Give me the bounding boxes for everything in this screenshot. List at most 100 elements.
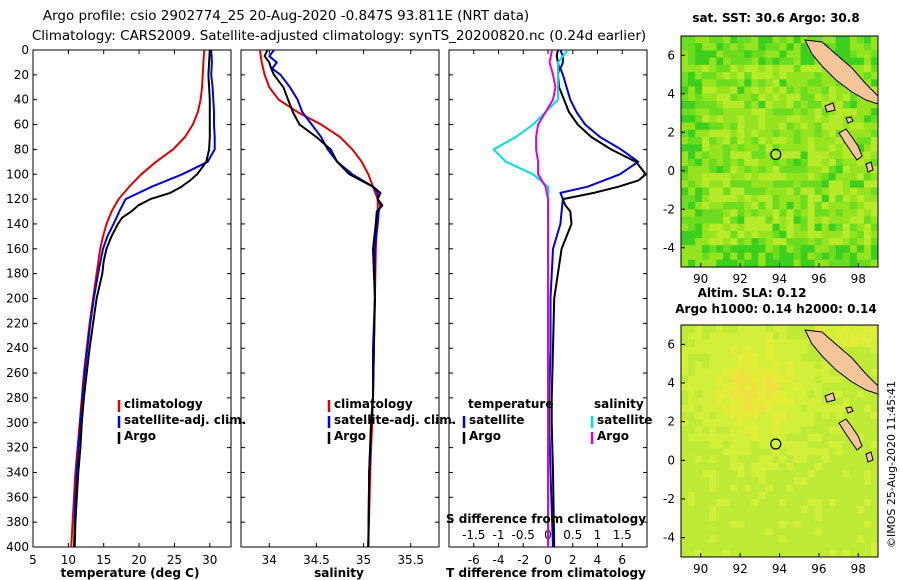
map-field-cell — [716, 383, 724, 391]
depth-tick-label: 340 — [6, 465, 29, 479]
map-field-cell — [863, 549, 872, 557]
map-field-cell — [765, 332, 773, 341]
map-field-cell — [716, 36, 724, 44]
map-field-cell — [688, 230, 696, 239]
map-field-cell — [695, 216, 703, 225]
map-field-cell — [821, 535, 830, 544]
map-field-cell — [871, 129, 878, 138]
map-field-cell — [835, 549, 844, 557]
map-field-cell — [856, 397, 865, 406]
map-field-cell — [835, 50, 844, 59]
map-field-cell — [709, 346, 717, 355]
map-field-cell — [758, 462, 766, 471]
map-field-cell — [765, 383, 773, 391]
map-field-cell — [856, 252, 865, 261]
map-field-cell — [702, 419, 710, 428]
map-field-cell — [681, 151, 689, 160]
map-field-cell — [856, 535, 865, 544]
map-field-cell — [793, 354, 802, 362]
map-field-cell — [793, 115, 802, 124]
map-field-cell — [779, 86, 788, 95]
map-field-cell — [723, 202, 731, 210]
map-field-cell — [758, 383, 766, 391]
series-line-argo — [263, 50, 384, 547]
map-field-cell — [807, 506, 816, 515]
map-field-cell — [730, 354, 738, 362]
map-field-cell — [730, 455, 738, 464]
map-field-cell — [744, 79, 752, 88]
map-field-cell — [786, 230, 795, 239]
map-field-cell — [681, 383, 689, 391]
map-field-cell — [821, 513, 830, 522]
map-field-cell — [737, 404, 745, 413]
map-field-cell — [871, 158, 878, 167]
map-field-cell — [821, 506, 830, 515]
map-field-cell — [779, 542, 788, 551]
map-field-cell — [849, 470, 858, 478]
map-field-cell — [800, 455, 809, 464]
map-field-cell — [688, 433, 696, 442]
map-field-cell — [758, 165, 766, 174]
map-field-cell — [821, 115, 830, 124]
map-field-cell — [800, 180, 809, 189]
map-field-cell — [716, 325, 724, 333]
map-field-cell — [702, 144, 710, 153]
map-field-cell — [793, 470, 802, 478]
map-field-cell — [800, 354, 809, 362]
map-field-cell — [856, 129, 865, 138]
map-field-cell — [702, 528, 710, 536]
map-field-cell — [828, 86, 837, 95]
map-field-cell — [702, 64, 710, 73]
map-field-cell — [723, 361, 731, 370]
map-field-cell — [737, 542, 745, 551]
legend-argo-label: Argo — [334, 429, 366, 443]
series-line-climatology — [70, 50, 206, 547]
map-field-cell — [871, 101, 878, 109]
map-field-cell — [730, 491, 738, 500]
s-diff-tick-label: 1.5 — [613, 528, 632, 542]
map-field-cell — [800, 499, 809, 507]
map-field-cell — [786, 383, 795, 391]
map-field-cell — [849, 397, 858, 406]
map-field-cell — [821, 187, 830, 196]
map-field-cell — [702, 216, 710, 225]
map-field-cell — [793, 144, 802, 153]
depth-tick-label: 380 — [6, 515, 29, 529]
map-field-cell — [786, 108, 795, 116]
map-field-cell — [828, 144, 837, 153]
map-field-cell — [800, 194, 809, 203]
map-field-cell — [814, 64, 823, 73]
map-field-cell — [695, 383, 703, 391]
map-field-cell — [821, 470, 830, 478]
map-field-cell — [758, 72, 766, 80]
series-line-satellite-adj-clim- — [73, 50, 216, 547]
map-field-cell — [709, 448, 717, 457]
map-field-cell — [744, 339, 752, 348]
map-field-cell — [744, 216, 752, 225]
map-field-cell — [793, 238, 802, 246]
map-field-cell — [835, 101, 844, 109]
map-field-cell — [758, 93, 766, 102]
map-field-cell — [807, 238, 816, 246]
map-field-cell — [765, 484, 773, 493]
map-field-cell — [695, 549, 703, 557]
map-field-cell — [779, 361, 788, 370]
map-field-cell — [702, 36, 710, 44]
map-field-cell — [737, 50, 745, 59]
map-field-cell — [849, 325, 858, 333]
map-field-cell — [681, 36, 689, 44]
depth-tick-label: 80 — [14, 142, 29, 156]
map-field-cell — [716, 455, 724, 464]
map-field-cell — [842, 549, 851, 557]
map-field-cell — [758, 390, 766, 399]
map-field-cell — [863, 108, 872, 116]
map-field-cell — [709, 101, 717, 109]
map-field-cell — [800, 462, 809, 471]
map-field-cell — [863, 513, 872, 522]
map-field-cell — [723, 86, 731, 95]
map-field-cell — [716, 419, 724, 428]
map-field-cell — [758, 499, 766, 507]
map-field-cell — [695, 513, 703, 522]
map-field-cell — [730, 101, 738, 109]
map-field-cell — [709, 462, 717, 471]
